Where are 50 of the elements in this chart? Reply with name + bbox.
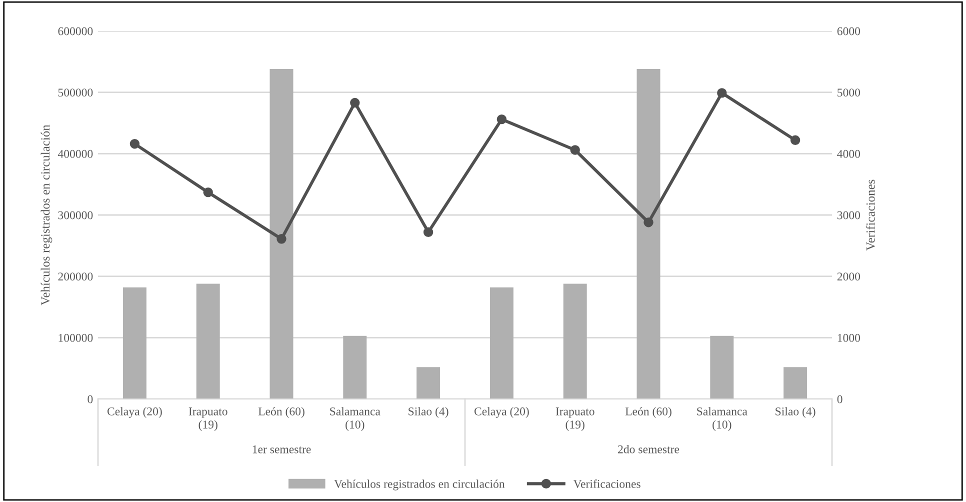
x-tick-label: Silao (4)	[776, 407, 816, 418]
x-tick-label: Celaya (20)	[107, 407, 162, 418]
point	[350, 98, 360, 108]
bar	[270, 69, 294, 399]
point	[570, 145, 580, 155]
y-tick-label: 500000	[58, 88, 93, 97]
y-tick-label: 400000	[58, 150, 93, 158]
y-axis-title: Vehículos registrados en circulación	[40, 124, 52, 306]
x-tick-label: Irapuato (19)	[556, 408, 594, 431]
y2-axis-title: Verificaciones	[866, 180, 875, 251]
point	[203, 187, 213, 198]
x-tick-label: Irapuato (19)	[188, 408, 228, 431]
y-tick-label: 200000	[58, 272, 93, 281]
y-tick-label: 0	[88, 395, 93, 404]
bar	[563, 284, 587, 399]
point	[496, 114, 507, 124]
bar	[416, 367, 440, 399]
y2-tick-label: 1000	[838, 334, 860, 342]
bar	[343, 336, 367, 399]
x-tick-label: Salamanca (10)	[330, 407, 380, 431]
text: 1er semestre	[252, 445, 311, 454]
y2-tick-label: 5000	[838, 88, 860, 97]
y-tick-label: 300000	[58, 211, 93, 220]
x-tick-label: León (60)	[258, 407, 304, 418]
legend-label: Vehículos registrados en circulación	[334, 480, 505, 490]
x-tick-label: Celaya (20)	[474, 407, 529, 418]
y2-tick-label: 3000	[837, 211, 860, 220]
text: 2do semestre	[618, 445, 680, 454]
bar	[196, 284, 220, 399]
y2-tick-label: 2000	[837, 272, 860, 281]
y-tick-label: 600000	[58, 27, 93, 36]
bar	[122, 287, 146, 399]
point	[790, 135, 800, 146]
x-tick-label: Silao (4)	[408, 407, 448, 418]
y2-tick-label: 6000	[837, 27, 860, 36]
point	[130, 138, 140, 149]
x-tick-label: Salamanca (10)	[697, 407, 748, 431]
point	[423, 227, 434, 238]
x-tick-label: León (60)	[625, 407, 672, 418]
bar	[784, 367, 808, 399]
bar	[710, 336, 734, 399]
bar	[490, 287, 514, 399]
y2-tick-label: 4000	[837, 150, 860, 158]
legend-label: Verificaciones	[573, 479, 640, 488]
point	[717, 88, 727, 98]
y2-tick-label: 0	[837, 395, 842, 404]
point	[644, 218, 654, 228]
point	[276, 234, 286, 244]
y-tick-label: 100000	[58, 334, 93, 342]
bar	[636, 69, 660, 399]
